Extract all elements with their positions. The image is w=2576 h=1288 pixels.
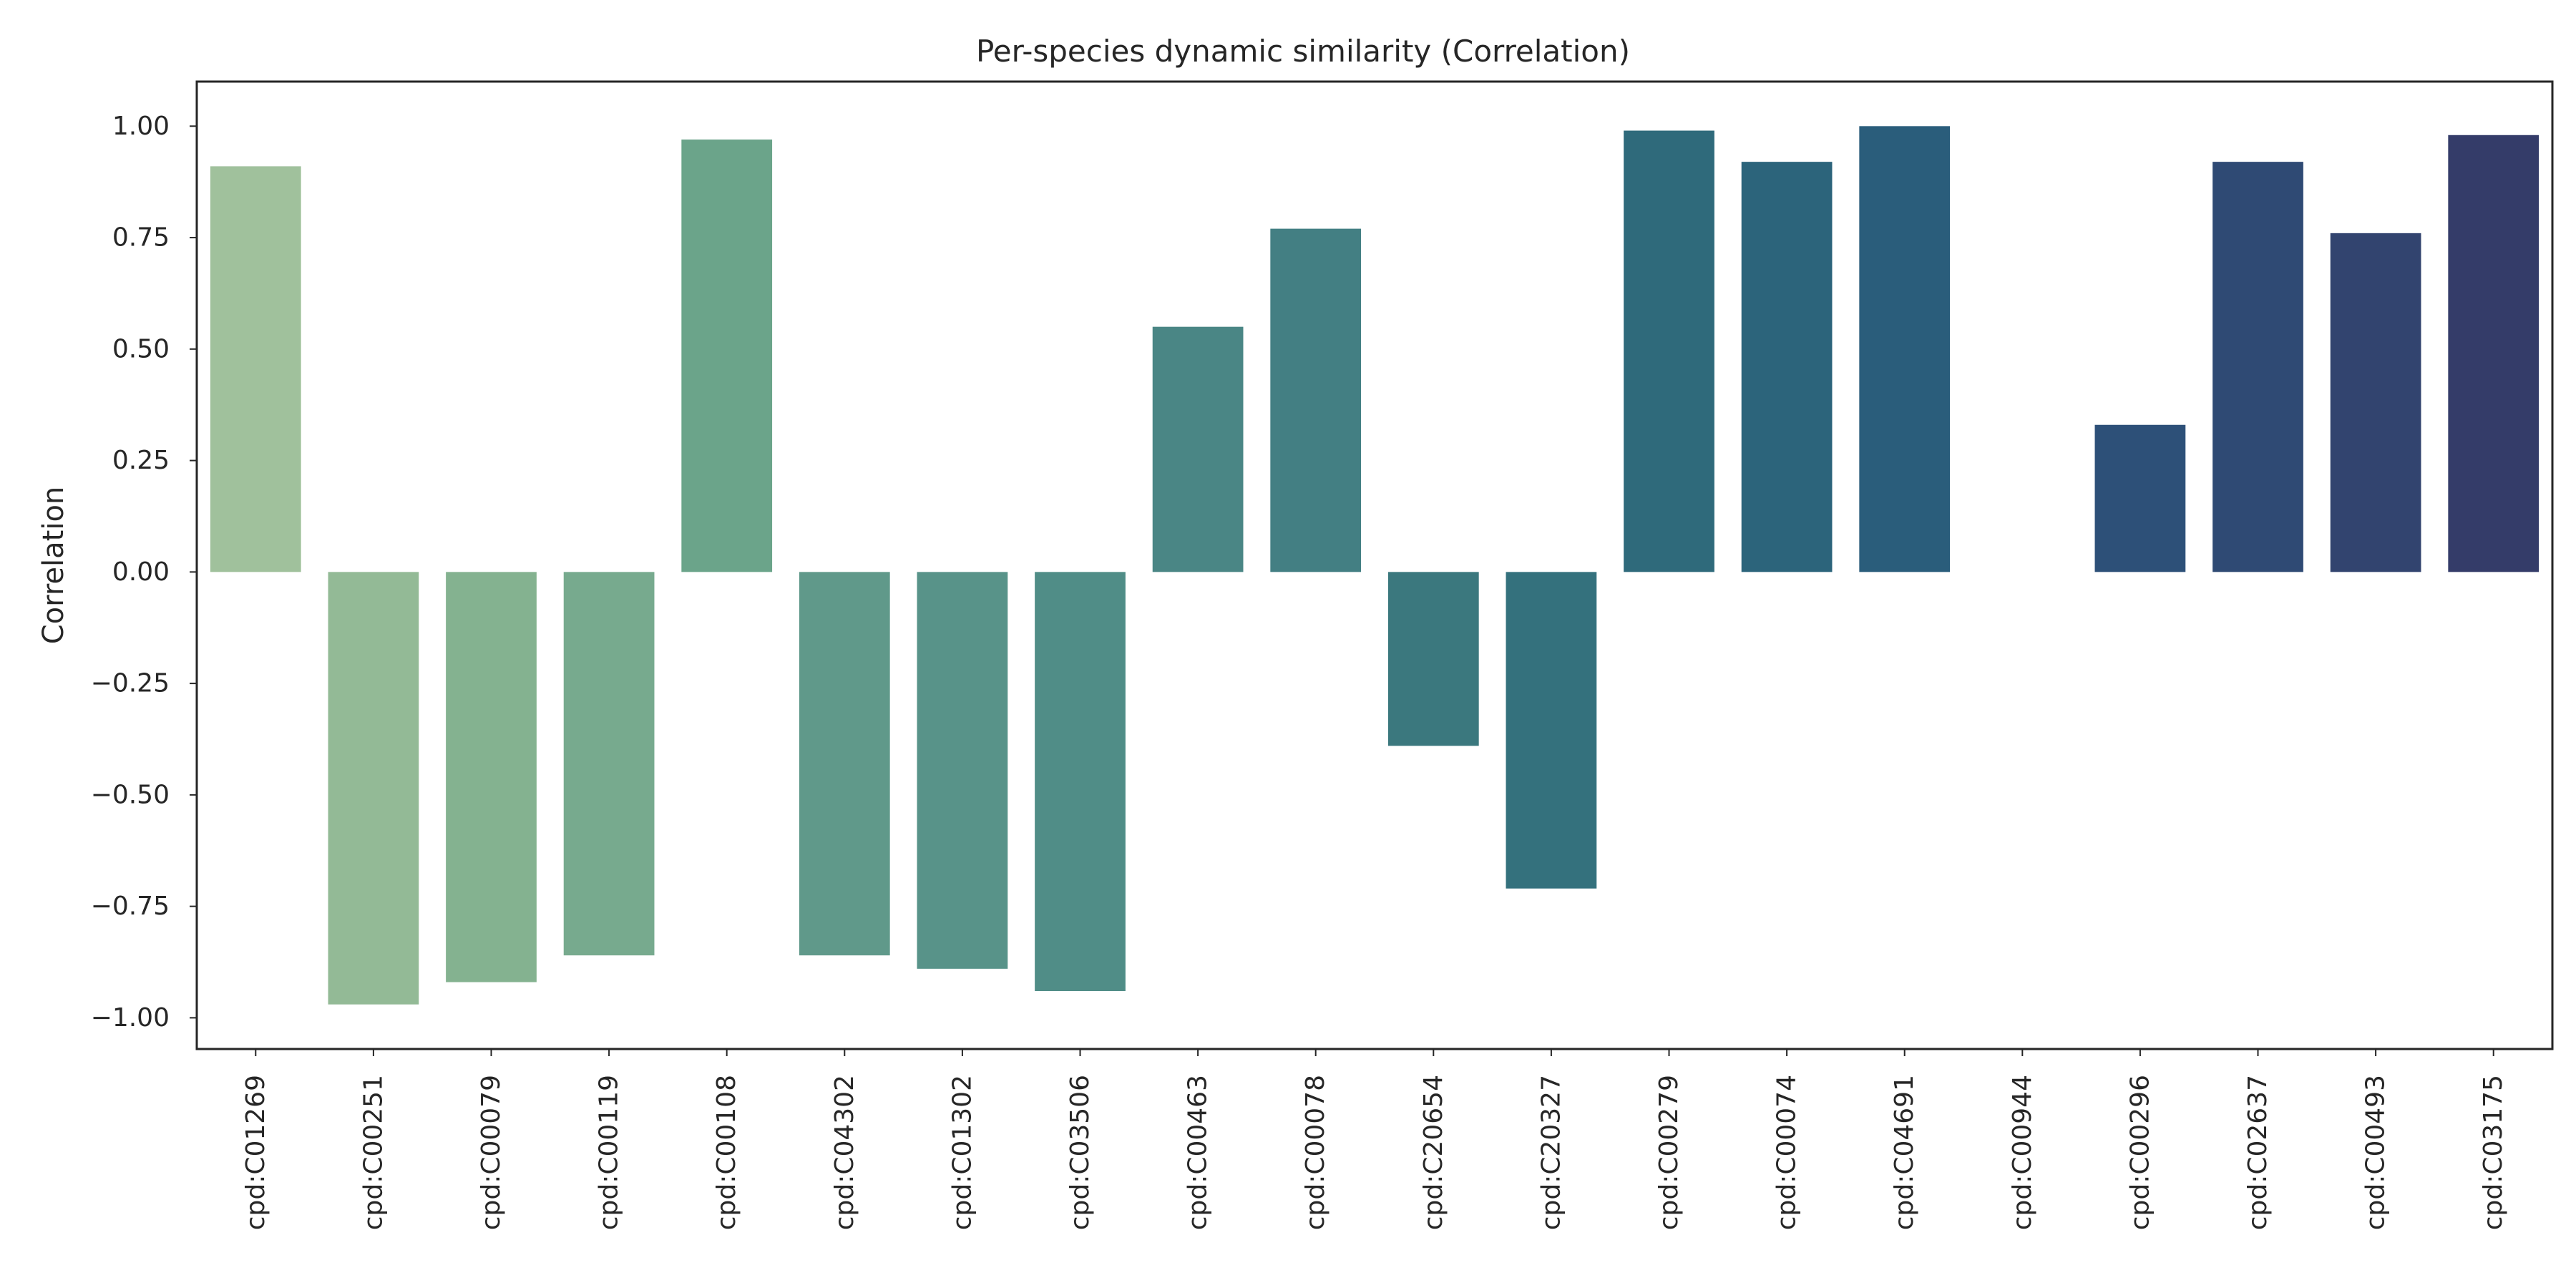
x-tick-label: cpd:C03175 <box>2479 1075 2508 1230</box>
x-tick-label: cpd:C00251 <box>358 1075 388 1230</box>
x-tick-label: cpd:C00078 <box>1301 1075 1330 1230</box>
y-tick-label: 0.50 <box>112 334 170 364</box>
x-tick-label: cpd:C00493 <box>2361 1075 2391 1230</box>
x-tick-label: cpd:C20654 <box>1419 1075 1448 1230</box>
bar-cpd-c00078 <box>1270 228 1362 572</box>
bar-cpd-c01269 <box>210 166 301 572</box>
y-tick-label: 1.00 <box>112 112 170 141</box>
y-axis-ticks: 1.00 0.75 0.50 0.25 0.00 −0.25 −0.50 −0.75 −1.00 <box>91 112 197 1033</box>
x-tick-label: cpd:C02637 <box>2243 1075 2273 1230</box>
x-tick-label: cpd:C00108 <box>712 1075 741 1230</box>
y-tick-label: 0.00 <box>112 557 170 587</box>
bar-cpd-c03506 <box>1035 572 1126 992</box>
bar-cpd-c00074 <box>1741 162 1833 572</box>
bar-cpd-c01302 <box>917 572 1008 969</box>
bar-cpd-c00079 <box>446 572 537 982</box>
x-tick-label: cpd:C00279 <box>1654 1075 1684 1230</box>
y-axis-label: Correlation <box>37 487 70 645</box>
bar-cpd-c00463 <box>1152 326 1244 572</box>
y-tick-label: −0.50 <box>91 780 170 809</box>
plot-frame <box>195 80 2554 1050</box>
x-tick-label: cpd:C00463 <box>1184 1075 1213 1230</box>
x-axis-ticks: cpd:C01269 cpd:C00251 cpd:C00079 cpd:C00119… <box>241 1049 2508 1230</box>
bar-cpd-c20654 <box>1387 572 1479 746</box>
x-tick-label: cpd:C01269 <box>241 1075 270 1230</box>
x-tick-label: cpd:C00079 <box>477 1075 506 1230</box>
y-tick-label: 0.75 <box>112 223 170 253</box>
bar-cpd-c20327 <box>1506 572 1597 889</box>
x-tick-label: cpd:C00119 <box>595 1075 624 1230</box>
bar-cpd-c04302 <box>799 572 890 956</box>
bar-cpd-c00279 <box>1624 130 1714 572</box>
bar-cpd-c00119 <box>563 572 655 956</box>
x-tick-label: cpd:C03506 <box>1065 1075 1095 1230</box>
x-tick-label: cpd:C00296 <box>2125 1075 2155 1230</box>
x-tick-label: cpd:C00944 <box>2008 1075 2037 1230</box>
bar-cpd-c03175 <box>2448 135 2540 572</box>
bar-cpd-c04691 <box>1859 126 1951 572</box>
bar-cpd-c02637 <box>2212 162 2303 572</box>
x-tick-label: cpd:C04302 <box>830 1075 859 1230</box>
bar-cpd-c00251 <box>328 572 419 1005</box>
y-tick-label: 0.25 <box>112 446 170 475</box>
x-tick-label: cpd:C00074 <box>1772 1075 1802 1230</box>
chart-title: Per-species dynamic similarity (Correlat… <box>976 34 1630 69</box>
y-tick-label: −0.25 <box>91 669 170 698</box>
x-tick-label: cpd:C20327 <box>1536 1075 1566 1230</box>
y-tick-label: −0.75 <box>91 892 170 921</box>
x-tick-label: cpd:C04691 <box>1890 1075 1919 1230</box>
x-tick-label: cpd:C01302 <box>947 1075 977 1230</box>
bars-group <box>210 126 2540 1005</box>
y-tick-label: −1.00 <box>91 1003 170 1033</box>
bar-cpd-c00296 <box>2094 424 2186 572</box>
bar-cpd-c00108 <box>681 139 773 572</box>
bar-cpd-c00493 <box>2330 233 2421 572</box>
